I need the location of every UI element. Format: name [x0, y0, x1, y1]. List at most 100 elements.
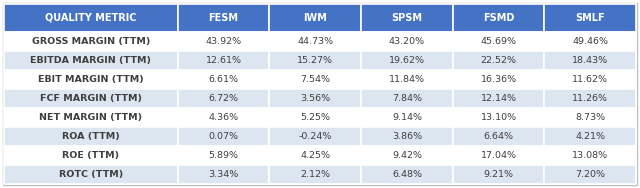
Bar [545, 32, 636, 51]
Bar [452, 4, 545, 32]
Text: 6.72%: 6.72% [209, 94, 239, 103]
Text: 6.61%: 6.61% [209, 75, 239, 84]
Text: 13.10%: 13.10% [481, 113, 516, 122]
Text: 9.42%: 9.42% [392, 151, 422, 160]
Bar [269, 165, 361, 184]
Bar [269, 89, 361, 108]
Bar [269, 70, 361, 89]
Text: ROE (TTM): ROE (TTM) [62, 151, 120, 160]
Bar [452, 32, 545, 51]
Text: FCF MARGIN (TTM): FCF MARGIN (TTM) [40, 94, 142, 103]
Bar [452, 146, 545, 165]
Text: SPSM: SPSM [392, 13, 422, 23]
Bar [361, 32, 452, 51]
Bar [269, 32, 361, 51]
Text: 4.21%: 4.21% [575, 132, 605, 141]
Bar [545, 146, 636, 165]
Text: FSMD: FSMD [483, 13, 514, 23]
Bar [361, 146, 452, 165]
Bar [4, 146, 178, 165]
Bar [4, 127, 178, 146]
Bar [178, 146, 269, 165]
Text: QUALITY METRIC: QUALITY METRIC [45, 13, 137, 23]
Text: 15.27%: 15.27% [297, 56, 333, 65]
Text: 18.43%: 18.43% [572, 56, 608, 65]
Bar [361, 89, 452, 108]
Text: 43.20%: 43.20% [389, 37, 425, 46]
Bar [452, 108, 545, 127]
Text: 43.92%: 43.92% [205, 37, 242, 46]
Text: EBITDA MARGIN (TTM): EBITDA MARGIN (TTM) [31, 56, 152, 65]
Text: 8.73%: 8.73% [575, 113, 605, 122]
Bar [4, 4, 178, 32]
Text: -0.24%: -0.24% [299, 132, 332, 141]
Text: 12.61%: 12.61% [205, 56, 242, 65]
Text: 6.64%: 6.64% [484, 132, 513, 141]
Text: 44.73%: 44.73% [297, 37, 333, 46]
Bar [545, 4, 636, 32]
Bar [361, 51, 452, 70]
Text: 0.07%: 0.07% [209, 132, 239, 141]
Bar [452, 165, 545, 184]
Bar [361, 4, 452, 32]
Text: 5.25%: 5.25% [300, 113, 330, 122]
Text: ROA (TTM): ROA (TTM) [62, 132, 120, 141]
Bar [178, 51, 269, 70]
Bar [545, 108, 636, 127]
Bar [4, 165, 178, 184]
Bar [545, 51, 636, 70]
Text: 49.46%: 49.46% [572, 37, 608, 46]
Bar [269, 4, 361, 32]
Text: 3.34%: 3.34% [209, 170, 239, 179]
Text: NET MARGIN (TTM): NET MARGIN (TTM) [39, 113, 143, 122]
Text: 17.04%: 17.04% [481, 151, 516, 160]
Text: 3.56%: 3.56% [300, 94, 330, 103]
Bar [269, 146, 361, 165]
Bar [361, 165, 452, 184]
Text: 19.62%: 19.62% [389, 56, 425, 65]
Bar [269, 108, 361, 127]
Text: 11.84%: 11.84% [389, 75, 425, 84]
Bar [178, 127, 269, 146]
Bar [452, 89, 545, 108]
Text: 16.36%: 16.36% [481, 75, 516, 84]
Bar [178, 108, 269, 127]
Bar [545, 89, 636, 108]
Text: SMLF: SMLF [575, 13, 605, 23]
Bar [4, 32, 178, 51]
Text: 9.21%: 9.21% [484, 170, 513, 179]
Text: 12.14%: 12.14% [481, 94, 516, 103]
Text: 7.84%: 7.84% [392, 94, 422, 103]
Bar [361, 127, 452, 146]
Bar [361, 108, 452, 127]
Text: 45.69%: 45.69% [481, 37, 516, 46]
Text: 3.86%: 3.86% [392, 132, 422, 141]
Text: EBIT MARGIN (TTM): EBIT MARGIN (TTM) [38, 75, 144, 84]
Bar [269, 51, 361, 70]
Text: 11.62%: 11.62% [572, 75, 608, 84]
Bar [178, 4, 269, 32]
Text: 5.89%: 5.89% [209, 151, 239, 160]
Bar [178, 70, 269, 89]
Bar [452, 127, 545, 146]
Bar [4, 70, 178, 89]
Bar [4, 108, 178, 127]
Text: 2.12%: 2.12% [300, 170, 330, 179]
Text: 9.14%: 9.14% [392, 113, 422, 122]
Text: 7.54%: 7.54% [300, 75, 330, 84]
Bar [545, 70, 636, 89]
Bar [269, 127, 361, 146]
Bar [4, 89, 178, 108]
Text: GROSS MARGIN (TTM): GROSS MARGIN (TTM) [32, 37, 150, 46]
Bar [178, 165, 269, 184]
Text: 22.52%: 22.52% [481, 56, 516, 65]
Text: 11.26%: 11.26% [572, 94, 608, 103]
Text: 4.36%: 4.36% [209, 113, 239, 122]
Bar [178, 89, 269, 108]
Bar [452, 70, 545, 89]
Text: 4.25%: 4.25% [300, 151, 330, 160]
Text: ROTC (TTM): ROTC (TTM) [59, 170, 123, 179]
Text: 7.20%: 7.20% [575, 170, 605, 179]
Bar [545, 165, 636, 184]
Bar [4, 51, 178, 70]
